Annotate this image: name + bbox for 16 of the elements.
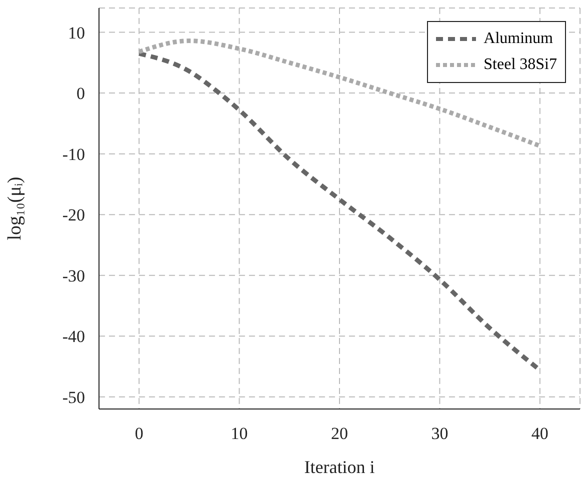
y-tick-label: -50 <box>62 388 85 407</box>
x-tick-label: 10 <box>230 424 248 444</box>
x-tick-label: 30 <box>431 424 448 444</box>
y-tick-label: -20 <box>62 206 85 225</box>
y-tick-label: -30 <box>62 266 85 286</box>
y-tick-label: -10 <box>62 144 85 164</box>
y-axis-title: log₁₀(μᵢ) <box>4 176 26 240</box>
y-tick-label: 0 <box>76 84 85 104</box>
y-tick-label: -40 <box>62 327 85 346</box>
x-tick-label: 20 <box>331 424 348 444</box>
x-tick-label: 0 <box>134 424 144 444</box>
x-tick-label: 40 <box>531 424 548 444</box>
legend-label: Steel 38Si7 <box>484 56 557 74</box>
y-tick-label: 10 <box>68 23 85 42</box>
x-axis-title: Iteration i <box>304 457 375 477</box>
legend-label: Aluminum <box>484 30 553 48</box>
